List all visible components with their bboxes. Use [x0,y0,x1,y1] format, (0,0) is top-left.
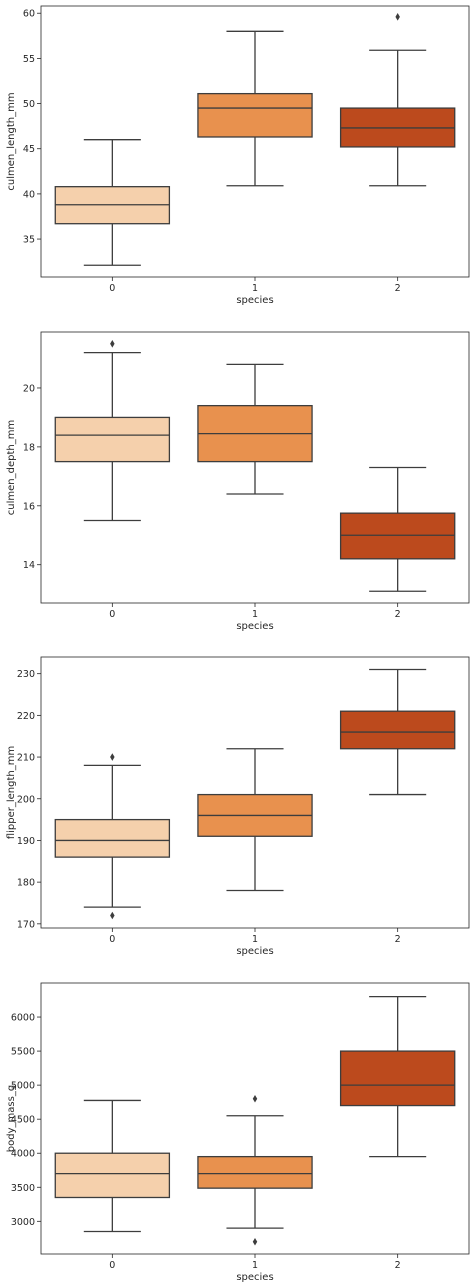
x-tick-label: 0 [109,283,115,294]
outlier-point [252,1094,258,1103]
box-species-0 [54,753,171,920]
chart-panel-2: 14 16 18 20 0 1 2 species culmen_depth_mm [6,331,470,632]
x-tick-label: 0 [109,609,115,620]
box-species-1 [197,1094,313,1246]
x-tick-label: 1 [252,283,258,294]
y-tick-label: 60 [23,9,35,20]
chart-panel-4: 3000 3500 4000 4500 5000 5500 6000 0 1 2 species bo… [6,982,470,1283]
y-tick-label: 3500 [11,1183,35,1194]
y-axis-label: flipper_length_mm [6,746,17,839]
interquartile-box [339,512,456,560]
y-tick-label: 220 [17,711,35,722]
box-species-1 [197,30,313,187]
y-tick-label: 40 [23,189,35,200]
y-tick-label: 4500 [11,1115,35,1126]
y-tick-label: 170 [17,919,35,930]
x-tick-label: 2 [395,934,401,945]
y-tick-label: 20 [23,383,35,394]
interquartile-box [339,1050,456,1107]
x-tick-label: 1 [252,934,258,945]
outlier-point [110,911,115,920]
y-tick-label: 5500 [11,1047,35,1058]
y-tick-label: 6000 [11,1013,35,1024]
box-species-2 [339,668,456,796]
y-tick-label: 35 [23,235,35,246]
x-axis-label: species [236,1272,273,1283]
interquartile-box [197,1155,313,1189]
x-tick-label: 0 [109,934,115,945]
box-species-2 [339,13,456,187]
y-tick-label: 230 [17,669,35,680]
x-tick-label: 2 [395,1260,401,1271]
x-axis-label: species [236,295,273,306]
y-tick-label: 55 [23,54,35,65]
x-tick-label: 1 [252,609,258,620]
y-tick-label: 210 [17,753,35,764]
x-tick-label: 2 [395,283,401,294]
box-species-1 [197,748,313,892]
y-axis-label: body_mass_g [6,1085,17,1152]
box-species-1 [197,363,313,495]
y-tick-label: 16 [23,501,35,512]
y-tick-label: 4000 [11,1149,35,1160]
y-tick-label: 50 [23,99,35,110]
y-tick-label: 5000 [11,1081,35,1092]
interquartile-box [54,818,171,858]
outlier-point [110,753,115,761]
interquartile-box [54,1152,171,1199]
y-tick-label: 3000 [11,1217,35,1228]
y-axis-label: culmen_length_mm [6,92,17,190]
x-tick-label: 2 [395,609,401,620]
interquartile-box [339,710,456,750]
x-axis-label: species [236,946,273,957]
box-species-0 [54,1099,171,1233]
outlier-point [395,13,400,21]
x-tick-label: 1 [252,1260,258,1271]
y-tick-label: 180 [17,878,35,889]
y-tick-label: 45 [23,144,35,155]
box-species-0 [54,139,171,266]
chart-panel-3: 170 180 190 200 210 220 230 0 1 2 species flipper_l… [6,656,470,957]
y-tick-label: 190 [17,836,35,847]
interquartile-box [197,92,313,138]
box-species-2 [339,466,456,592]
chart-panel-1: 35 40 45 50 55 60 0 1 2 species culmen_length_mm [6,5,470,306]
interquartile-box [54,416,171,463]
outlier-point [110,339,115,348]
y-tick-label: 14 [23,560,35,571]
x-axis-label: species [236,621,273,632]
y-axis-label: culmen_depth_mm [6,420,17,515]
x-tick-label: 0 [109,1260,115,1271]
outlier-point [252,1237,258,1246]
y-tick-label: 200 [17,794,35,805]
box-species-0 [54,339,171,522]
y-tick-label: 18 [23,442,35,453]
box-species-2 [339,995,456,1158]
